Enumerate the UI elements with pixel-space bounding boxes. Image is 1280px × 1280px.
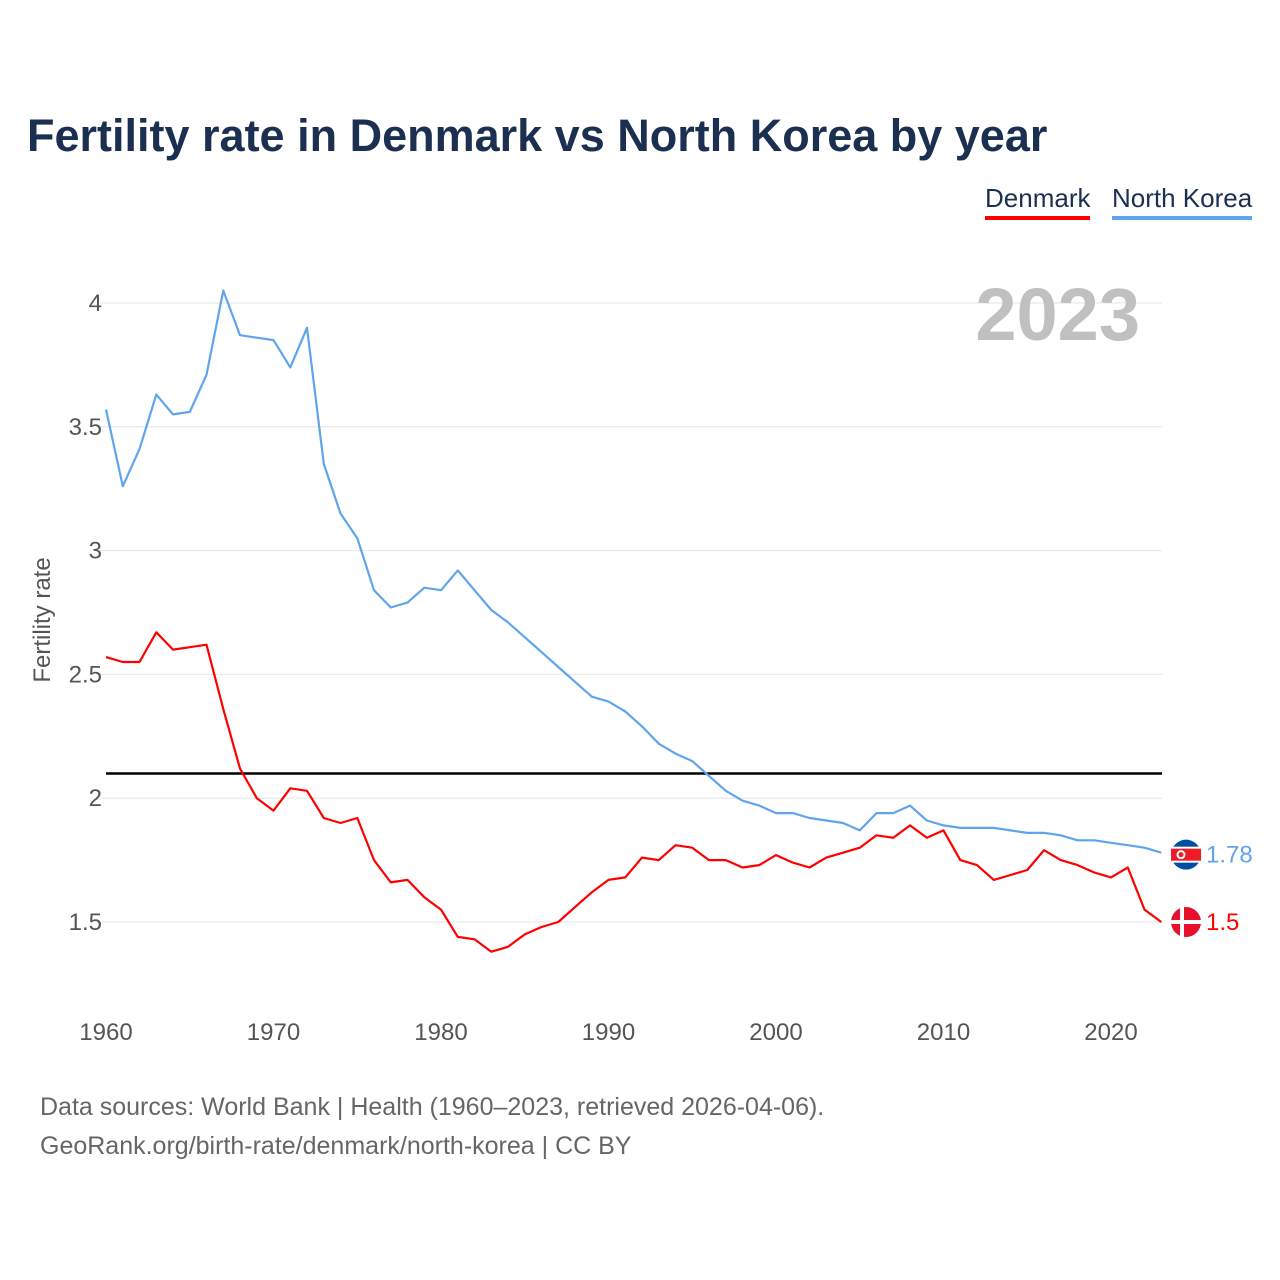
y-tick-label: 3 (89, 538, 102, 565)
flag-cross-h (1171, 920, 1201, 924)
source-line-2[interactable]: GeoRank.org/birth-rate/denmark/north-kor… (40, 1132, 632, 1160)
end-value-label: 1.78 (1206, 842, 1253, 869)
flag-denmark-icon (1171, 907, 1201, 937)
x-tick-label: 2010 (917, 1019, 970, 1046)
chart-title: Fertility rate in Denmark vs North Korea… (27, 110, 1048, 161)
source-line-1: Data sources: World Bank | Health (1960–… (40, 1093, 825, 1121)
y-tick-label: 1.5 (69, 909, 102, 936)
y-tick-label: 2.5 (69, 661, 102, 688)
source-note: Data sources: World Bank | Health (1960–… (40, 1088, 824, 1166)
legend-denmark[interactable]: Denmark (985, 183, 1091, 220)
year-watermark: 2023 (975, 273, 1140, 356)
x-tick-label: 1990 (582, 1019, 635, 1046)
x-tick-label: 2020 (1084, 1019, 1137, 1046)
y-tick-label: 4 (89, 290, 102, 317)
y-tick-label: 3.5 (69, 414, 102, 441)
flag-red (1171, 848, 1201, 861)
y-axis-label: Fertility rate (29, 557, 56, 682)
series-line-north-korea (104, 289, 1162, 854)
flag-star (1178, 852, 1184, 858)
x-tick-label: 1980 (414, 1019, 467, 1046)
flag-north-korea-icon (1171, 839, 1201, 870)
y-tick-label: 2 (89, 785, 102, 812)
x-tick-label: 1970 (247, 1019, 300, 1046)
series-line-denmark (105, 631, 1162, 953)
x-tick-label: 2000 (749, 1019, 802, 1046)
x-tick-label: 1960 (79, 1019, 132, 1046)
end-value-label: 1.5 (1206, 909, 1239, 936)
legend-north-korea[interactable]: North Korea (1112, 183, 1253, 220)
